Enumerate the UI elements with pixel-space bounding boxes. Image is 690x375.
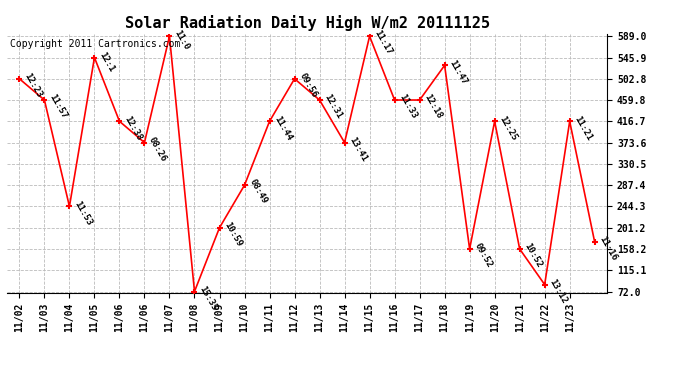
Text: 11:33: 11:33 — [397, 93, 419, 120]
Text: 11:47: 11:47 — [447, 58, 469, 86]
Text: Copyright 2011 Cartronics.com: Copyright 2011 Cartronics.com — [10, 39, 180, 49]
Text: 11:44: 11:44 — [273, 114, 293, 142]
Text: 12:1: 12:1 — [97, 50, 116, 74]
Title: Solar Radiation Daily High W/m2 20111125: Solar Radiation Daily High W/m2 20111125 — [125, 15, 489, 31]
Text: 08:49: 08:49 — [247, 178, 268, 206]
Text: 12:18: 12:18 — [422, 93, 444, 120]
Text: 09:52: 09:52 — [473, 242, 493, 270]
Text: 13:41: 13:41 — [347, 135, 368, 163]
Text: 10:59: 10:59 — [222, 220, 244, 248]
Text: 12:38: 12:38 — [122, 114, 144, 142]
Text: 15:35: 15:35 — [197, 284, 219, 312]
Text: 09:56: 09:56 — [297, 72, 319, 99]
Text: 08:26: 08:26 — [147, 135, 168, 163]
Text: 12:25: 12:25 — [497, 114, 519, 142]
Text: 12:23: 12:23 — [22, 72, 43, 99]
Text: 11:53: 11:53 — [72, 199, 93, 227]
Text: 11:21: 11:21 — [573, 114, 593, 142]
Text: 11:0: 11:0 — [172, 29, 191, 52]
Text: 11:17: 11:17 — [373, 29, 393, 57]
Text: 10:52: 10:52 — [522, 242, 544, 270]
Text: 11:16: 11:16 — [598, 235, 619, 262]
Text: 12:31: 12:31 — [322, 93, 344, 120]
Text: 13:12: 13:12 — [547, 278, 569, 305]
Text: 11:57: 11:57 — [47, 93, 68, 120]
